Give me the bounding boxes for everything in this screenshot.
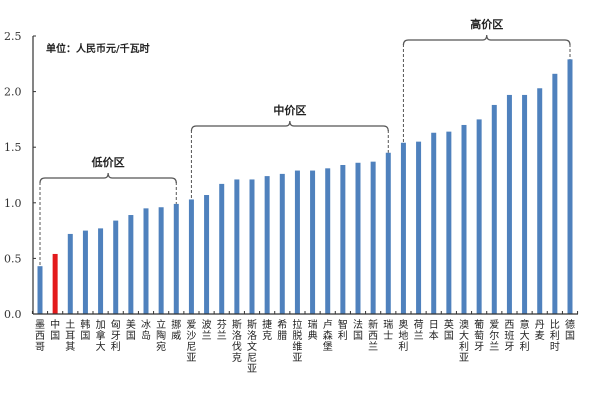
bar — [294, 170, 300, 314]
unit-note: 单位：人民币元/千瓦时 — [46, 42, 150, 55]
x-category-label: 加拿大 — [96, 319, 106, 353]
bar — [279, 173, 285, 314]
x-category-label: 卢森堡 — [323, 318, 333, 353]
zone-bracket — [190, 120, 389, 132]
bar — [188, 199, 194, 314]
bar — [98, 228, 104, 314]
x-axis: 墨西哥中国土耳其韩国加拿大匈牙利美国冰岛立陶宛挪威爱沙尼亚波兰芬兰斯洛伐克斯洛文… — [31, 311, 579, 375]
bar — [219, 183, 225, 314]
price-zone-brackets: 低价区 中价区 高价区 — [39, 17, 571, 267]
x-category-label: 瑞士 — [383, 319, 393, 342]
bar — [204, 195, 210, 314]
x-category-label: 爱沙尼亚 — [186, 318, 196, 364]
bar — [522, 94, 528, 314]
zone-label: 中价区 — [273, 103, 306, 117]
bar — [52, 253, 58, 314]
bar — [37, 266, 43, 314]
bar — [416, 141, 422, 314]
bar — [234, 179, 240, 314]
x-category-label: 英国 — [444, 318, 454, 342]
bar — [461, 124, 467, 315]
x-category-label: 葡萄牙 — [474, 318, 484, 353]
bar — [310, 170, 316, 314]
bar — [491, 104, 497, 314]
bars — [37, 59, 573, 315]
y-tick-label: 0.5 — [4, 252, 22, 265]
x-category-label: 韩国 — [80, 318, 90, 342]
x-category-label: 土耳其 — [65, 318, 75, 353]
x-category-label: 日本 — [429, 320, 439, 342]
bar — [67, 233, 73, 314]
y-axis: 0.0 0.5 1.0 1.5 2.0 2.5 — [4, 30, 36, 321]
x-category-label: 挪威 — [171, 318, 181, 342]
bar — [446, 131, 452, 314]
bar — [249, 179, 255, 314]
y-tick-label: 1.0 — [4, 197, 22, 210]
bar — [476, 119, 482, 315]
x-category-label: 丹麦 — [535, 319, 545, 342]
x-category-label: 奥地利 — [398, 318, 408, 353]
bar — [173, 203, 179, 314]
bar — [537, 88, 543, 314]
bar — [567, 59, 573, 314]
x-category-label: 美国 — [126, 318, 136, 342]
x-category-label: 希腊 — [277, 318, 287, 342]
y-tick-label: 2.5 — [4, 30, 22, 43]
zone-label: 低价区 — [91, 155, 125, 169]
bar — [158, 207, 164, 314]
x-category-label: 新西兰 — [368, 318, 378, 353]
x-category-label: 墨西哥 — [35, 319, 45, 353]
zone-bracket — [402, 34, 571, 46]
x-category-label: 捷克 — [262, 318, 272, 342]
x-category-label: 斯洛伐克 — [232, 318, 242, 364]
x-category-label: 拉脱维亚 — [292, 318, 302, 364]
zone-bracket — [39, 172, 177, 184]
x-category-label: 斯洛文尼亚 — [247, 318, 257, 375]
bar — [355, 162, 361, 314]
x-category-label: 冰岛 — [141, 318, 151, 342]
y-tick-label: 2.0 — [4, 86, 22, 99]
x-category-label: 爱尔兰 — [489, 318, 499, 353]
x-category-label: 瑞典 — [308, 319, 318, 342]
x-category-label: 德国 — [565, 318, 575, 342]
bar — [128, 215, 134, 314]
bar — [264, 176, 270, 314]
x-category-label: 意大利 — [520, 318, 530, 353]
bar — [400, 142, 406, 314]
bar — [370, 161, 376, 314]
x-category-label: 立陶宛 — [156, 318, 166, 353]
bar — [325, 168, 331, 314]
bar — [431, 132, 437, 314]
y-tick-label: 1.5 — [4, 141, 22, 154]
x-category-label: 法国 — [353, 318, 363, 342]
x-category-label: 中国 — [50, 318, 60, 342]
x-category-label: 西班牙 — [504, 320, 514, 353]
bar — [82, 230, 88, 314]
bar — [113, 220, 119, 314]
bar — [143, 208, 149, 314]
x-category-label: 波兰 — [202, 318, 212, 342]
bar — [552, 73, 558, 314]
bar — [385, 152, 391, 314]
x-category-label: 匈牙利 — [111, 318, 121, 353]
x-category-label: 芬兰 — [217, 319, 227, 342]
x-category-label: 荷兰 — [414, 319, 424, 342]
bar — [340, 164, 346, 314]
bar — [506, 94, 512, 314]
zone-label: 高价区 — [470, 17, 503, 31]
x-category-label: 比利时 — [550, 319, 560, 353]
y-tick-label: 0.0 — [4, 308, 22, 321]
x-category-label: 澳大利亚 — [459, 318, 469, 364]
x-category-label: 智利 — [338, 318, 348, 342]
